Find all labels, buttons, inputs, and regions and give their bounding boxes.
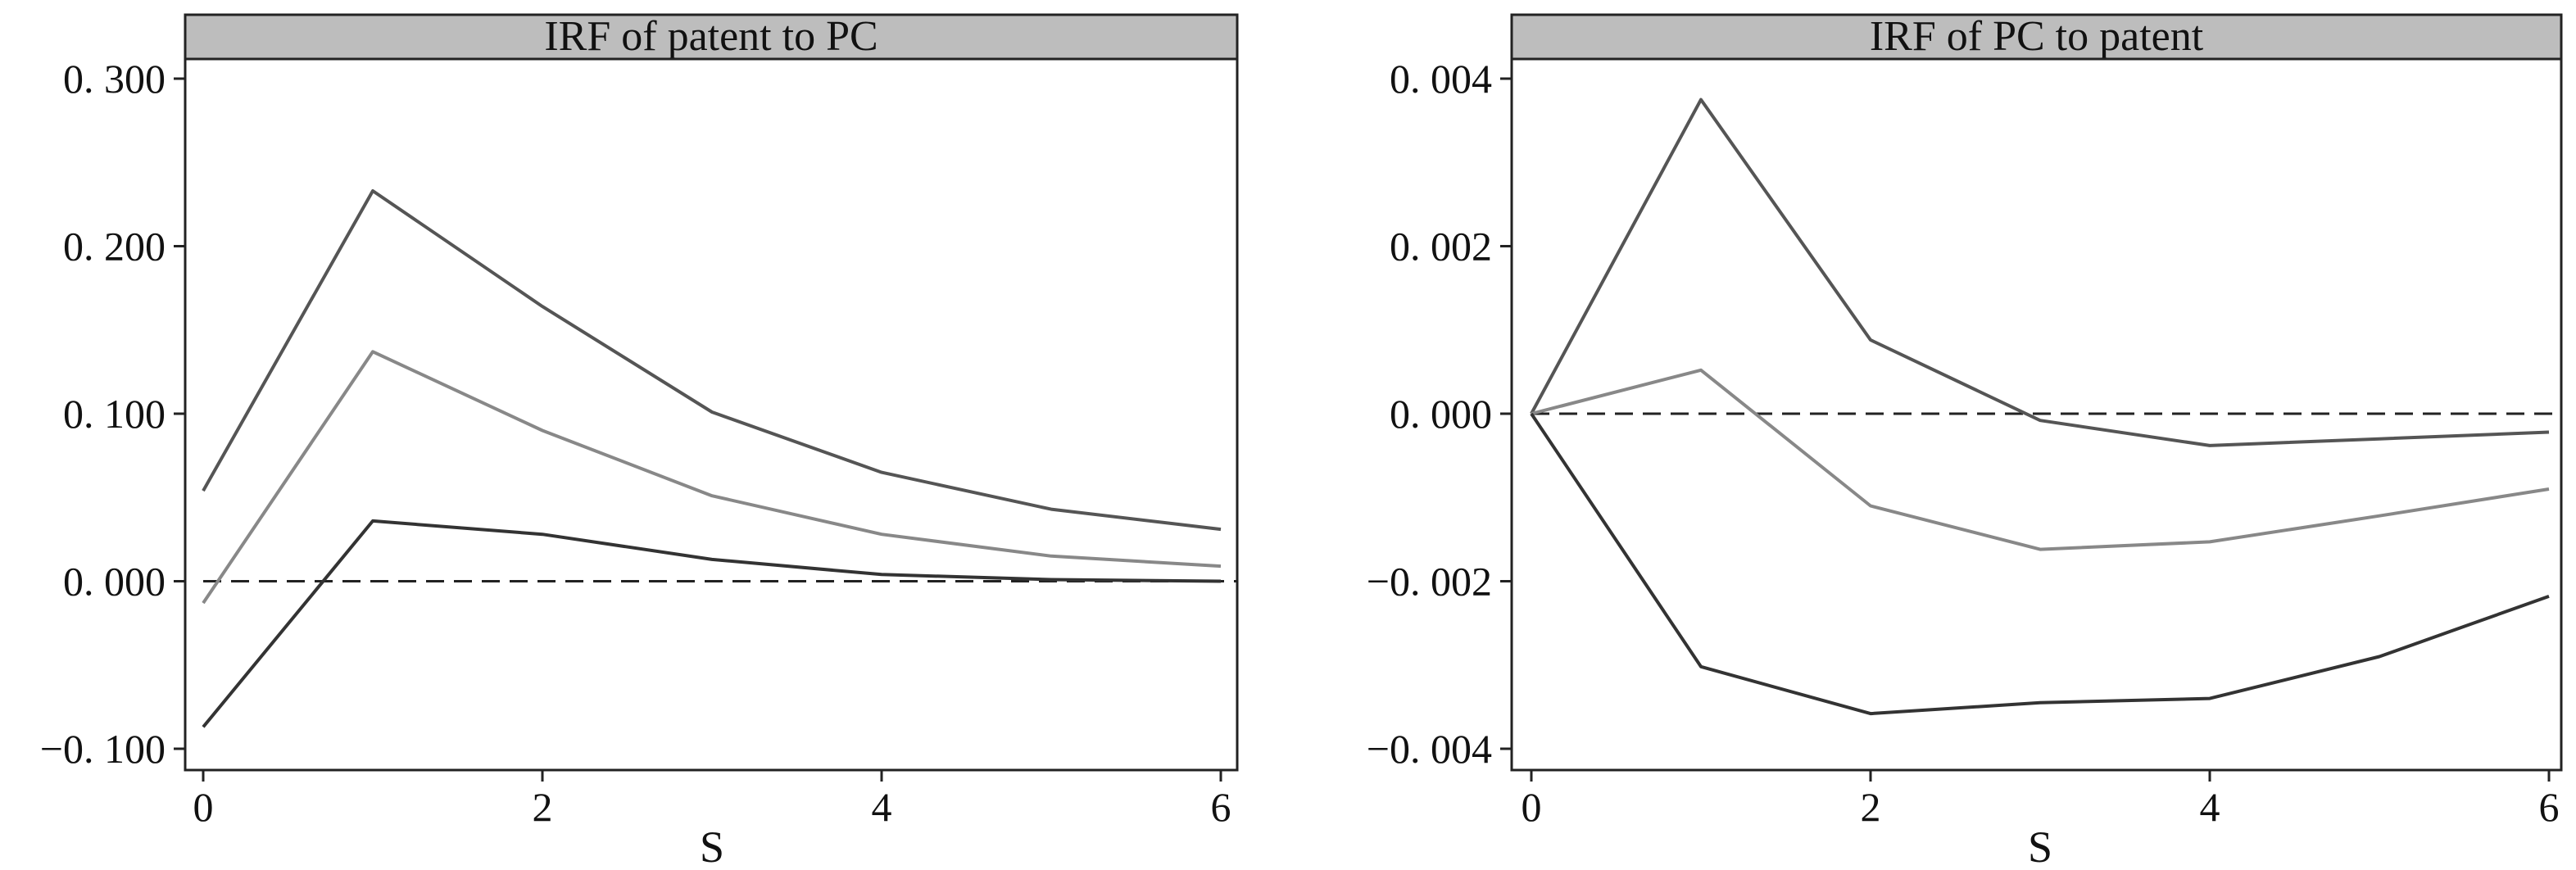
chart-title: IRF of patent to PC xyxy=(544,13,878,60)
y-tick-label: 0. 004 xyxy=(1390,56,1492,102)
series-line-3 xyxy=(1530,412,2550,716)
x-tick-label: 2 xyxy=(1861,784,1881,830)
x-tick-label: 0 xyxy=(193,784,214,830)
chart-panel-1: IRF of patent to PC −0. 100 0. 000 0. 100 0.… xyxy=(40,13,1239,870)
x-tick-label: 2 xyxy=(533,784,553,830)
x-tick-label: 4 xyxy=(2200,784,2220,830)
x-tick-label: 6 xyxy=(2539,784,2560,830)
plot-frame xyxy=(184,57,1239,772)
y-tick-label: −0. 004 xyxy=(1367,726,1492,772)
y-tick-label: 0. 000 xyxy=(63,559,166,605)
y-tick-label: −0. 002 xyxy=(1367,559,1492,605)
y-tick-label: 0. 300 xyxy=(63,56,166,102)
series-line-2 xyxy=(202,350,1222,605)
y-tick-label: 0. 100 xyxy=(63,391,166,437)
series-line-2 xyxy=(1531,368,2550,551)
x-axis-label: S xyxy=(2028,822,2052,870)
y-tick-label: 0. 200 xyxy=(63,224,166,270)
y-tick-label: −0. 100 xyxy=(40,726,166,772)
series-line-1 xyxy=(202,189,1222,532)
y-tick-label: 0. 002 xyxy=(1390,224,1492,270)
chart-panel-2: IRF of PC to patent −0. 004 −0. 002 0. 000 0… xyxy=(1367,13,2563,870)
series-line-3 xyxy=(202,519,1222,728)
x-tick-label: 0 xyxy=(1522,784,1542,830)
x-tick-label: 6 xyxy=(1211,784,1231,830)
x-tick-label: 4 xyxy=(872,784,892,830)
chart-title: IRF of PC to patent xyxy=(1870,13,2204,60)
series-line-1 xyxy=(1530,97,2550,447)
x-axis-label: S xyxy=(700,822,724,870)
y-tick-label: 0. 000 xyxy=(1390,391,1492,437)
chart-title-bar xyxy=(184,13,1239,61)
